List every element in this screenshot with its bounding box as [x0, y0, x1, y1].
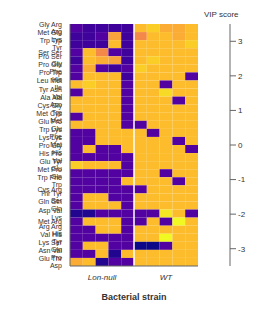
svg-text:3: 3 — [238, 37, 243, 46]
svg-text:Lon-null: Lon-null — [88, 273, 117, 282]
svg-text:0: 0 — [238, 141, 243, 150]
svg-text:-1: -1 — [238, 175, 246, 184]
svg-text:WT: WT — [160, 273, 174, 282]
svg-text:Pro SerGly: Pro SerGly — [38, 53, 62, 68]
svg-text:1: 1 — [238, 106, 243, 115]
svg-text:Glu ThrAsp: Glu ThrAsp — [39, 255, 63, 270]
svg-text:Bacterial strain: Bacterial strain — [101, 292, 166, 302]
svg-text:-3: -3 — [238, 245, 246, 254]
svg-text:2: 2 — [238, 72, 243, 81]
svg-text:-2: -2 — [238, 210, 246, 219]
